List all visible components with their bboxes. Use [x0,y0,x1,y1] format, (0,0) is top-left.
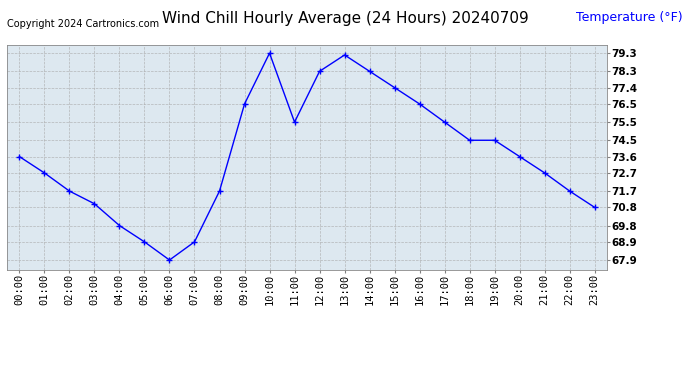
Text: Copyright 2024 Cartronics.com: Copyright 2024 Cartronics.com [7,19,159,29]
Text: Wind Chill Hourly Average (24 Hours) 20240709: Wind Chill Hourly Average (24 Hours) 202… [161,11,529,26]
Text: Temperature (°F): Temperature (°F) [576,11,683,24]
